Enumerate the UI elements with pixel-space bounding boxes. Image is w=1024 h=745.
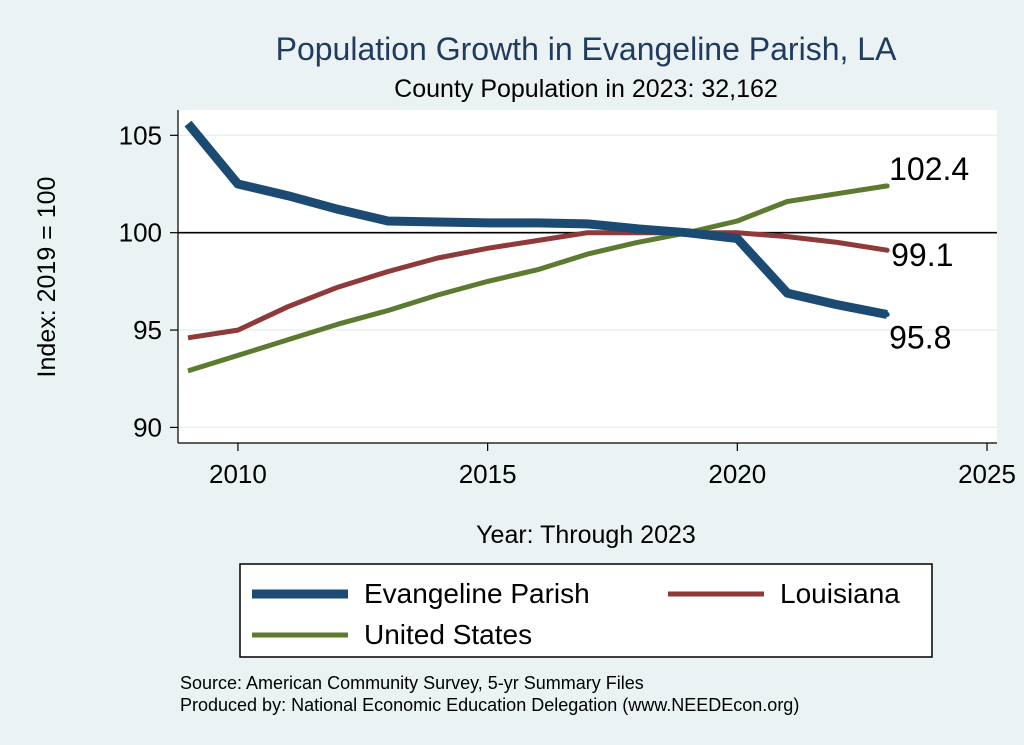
end-label-evangeline-parish: 95.8 bbox=[889, 319, 951, 355]
y-tick-label: 100 bbox=[119, 218, 162, 248]
legend: Evangeline Parish Louisiana United States bbox=[252, 578, 900, 650]
chart-title: Population Growth in Evangeline Parish, … bbox=[276, 31, 897, 67]
y-tick-label: 90 bbox=[133, 412, 162, 442]
x-tick-label: 2025 bbox=[958, 459, 1016, 489]
y-tick-label: 95 bbox=[133, 315, 162, 345]
axis-layer: 90 95 100 105 2010 2015 2020 2025 bbox=[119, 110, 1016, 489]
x-tick-label: 2010 bbox=[209, 459, 267, 489]
produced-note: Produced by: National Economic Education… bbox=[180, 695, 799, 715]
legend-label-louisiana: Louisiana bbox=[780, 578, 900, 609]
chart-subtitle: County Population in 2023: 32,162 bbox=[394, 75, 778, 103]
x-tick-label: 2015 bbox=[459, 459, 517, 489]
plot-area bbox=[178, 110, 997, 443]
y-axis-title: Index: 2019 = 100 bbox=[33, 177, 61, 378]
legend-label-united-states: United States bbox=[364, 619, 532, 650]
legend-label-evangeline-parish: Evangeline Parish bbox=[364, 578, 590, 609]
legend-box bbox=[239, 563, 933, 658]
series-endpoint-united-states bbox=[884, 183, 890, 189]
end-label-layer: 95.8 99.1 102.4 bbox=[889, 151, 969, 356]
series-line-evangeline-parish bbox=[184, 120, 888, 319]
series-endpoint-louisiana bbox=[884, 247, 890, 253]
end-label-united-states: 102.4 bbox=[889, 151, 969, 187]
series-line-united-states bbox=[187, 183, 888, 374]
source-note: Source: American Community Survey, 5-yr … bbox=[180, 673, 644, 693]
series-layer bbox=[184, 120, 890, 374]
y-tick-label: 105 bbox=[119, 120, 162, 150]
end-label-louisiana: 99.1 bbox=[891, 237, 953, 273]
series-endpoint-evangeline-parish bbox=[884, 311, 890, 317]
x-axis-title: Year: Through 2023 bbox=[476, 521, 696, 549]
x-tick-label: 2020 bbox=[708, 459, 766, 489]
series-line-louisiana bbox=[187, 230, 888, 341]
